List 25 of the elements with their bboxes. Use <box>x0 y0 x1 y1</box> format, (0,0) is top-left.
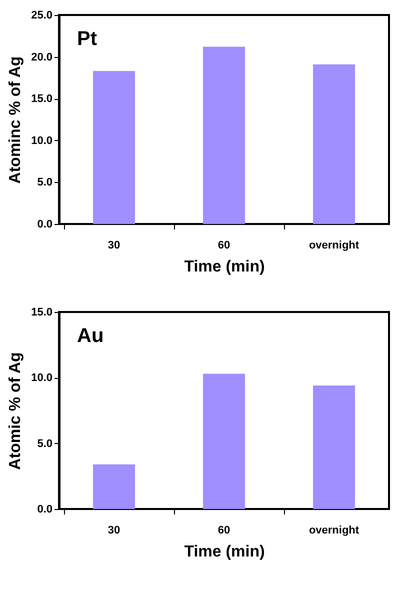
annotation: Au <box>77 325 104 347</box>
y-tick-label: 0.0 <box>37 218 52 230</box>
x-tick-label: overnight <box>308 524 360 536</box>
y-axis-title: Atominc % of Ag <box>7 56 24 184</box>
y-tick-label: 15.0 <box>31 306 52 318</box>
x-axis-title: Time (min) <box>184 258 265 276</box>
x-tick-label: overnight <box>308 240 360 252</box>
x-tick-label: 60 <box>218 524 230 536</box>
y-tick-label: 20.0 <box>31 51 52 64</box>
x-axis-title: Time (min) <box>184 544 265 560</box>
y-tick-label: 0.0 <box>37 504 52 516</box>
x-tick-label: 60 <box>218 240 230 252</box>
y-tick-label: 5.0 <box>37 176 52 189</box>
y-tick-label: 15.0 <box>31 93 52 106</box>
y-tick-label: 10.0 <box>31 372 52 384</box>
bar <box>203 374 245 509</box>
y-tick-label: 25.0 <box>31 10 52 22</box>
x-tick-label: 30 <box>108 240 120 252</box>
y-axis-title: Atomic % of Ag <box>7 352 24 470</box>
x-tick-label: 30 <box>108 524 120 536</box>
y-tick-label: 10.0 <box>31 134 52 147</box>
bar <box>93 464 135 509</box>
bar <box>313 386 355 509</box>
annotation: Pt <box>77 28 98 50</box>
y-tick-label: 5.0 <box>37 438 52 450</box>
